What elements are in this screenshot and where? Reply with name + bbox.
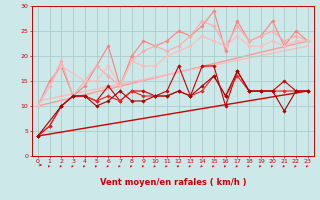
X-axis label: Vent moyen/en rafales ( km/h ): Vent moyen/en rafales ( km/h ) (100, 178, 246, 187)
